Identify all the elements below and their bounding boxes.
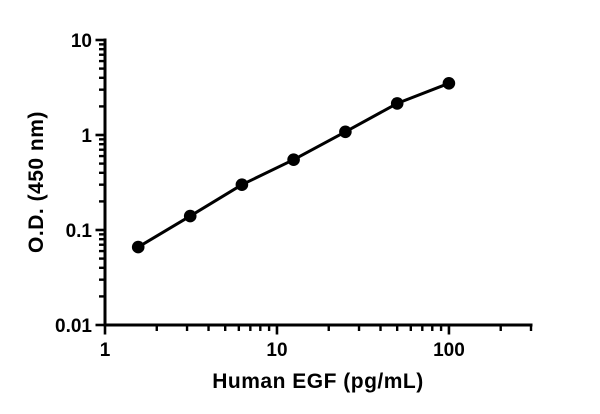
y-tick-label: 0.01: [55, 316, 92, 337]
x-tick-label: 1: [100, 340, 111, 361]
y-tick-label: 10: [71, 31, 92, 52]
y-tick-label: 1: [81, 126, 92, 147]
data-point: [287, 153, 300, 166]
data-point: [131, 240, 145, 254]
data-point: [442, 77, 456, 90]
y-axis-ticks: 0.01 0.1 1 10: [55, 31, 105, 337]
data-points: [131, 77, 456, 254]
x-axis-ticks: 1 10 100: [100, 325, 533, 361]
y-tick-label: 0.1: [66, 221, 93, 242]
x-axis-title: Human EGF (pg/mL): [212, 370, 424, 393]
x-tick-label: 10: [266, 340, 287, 361]
data-point: [390, 97, 404, 110]
x-tick-label: 100: [433, 340, 465, 361]
y-axis-title: O.D. (450 nm): [25, 111, 48, 253]
data-point: [183, 209, 197, 223]
data-point: [235, 178, 249, 191]
data-point: [339, 125, 352, 139]
